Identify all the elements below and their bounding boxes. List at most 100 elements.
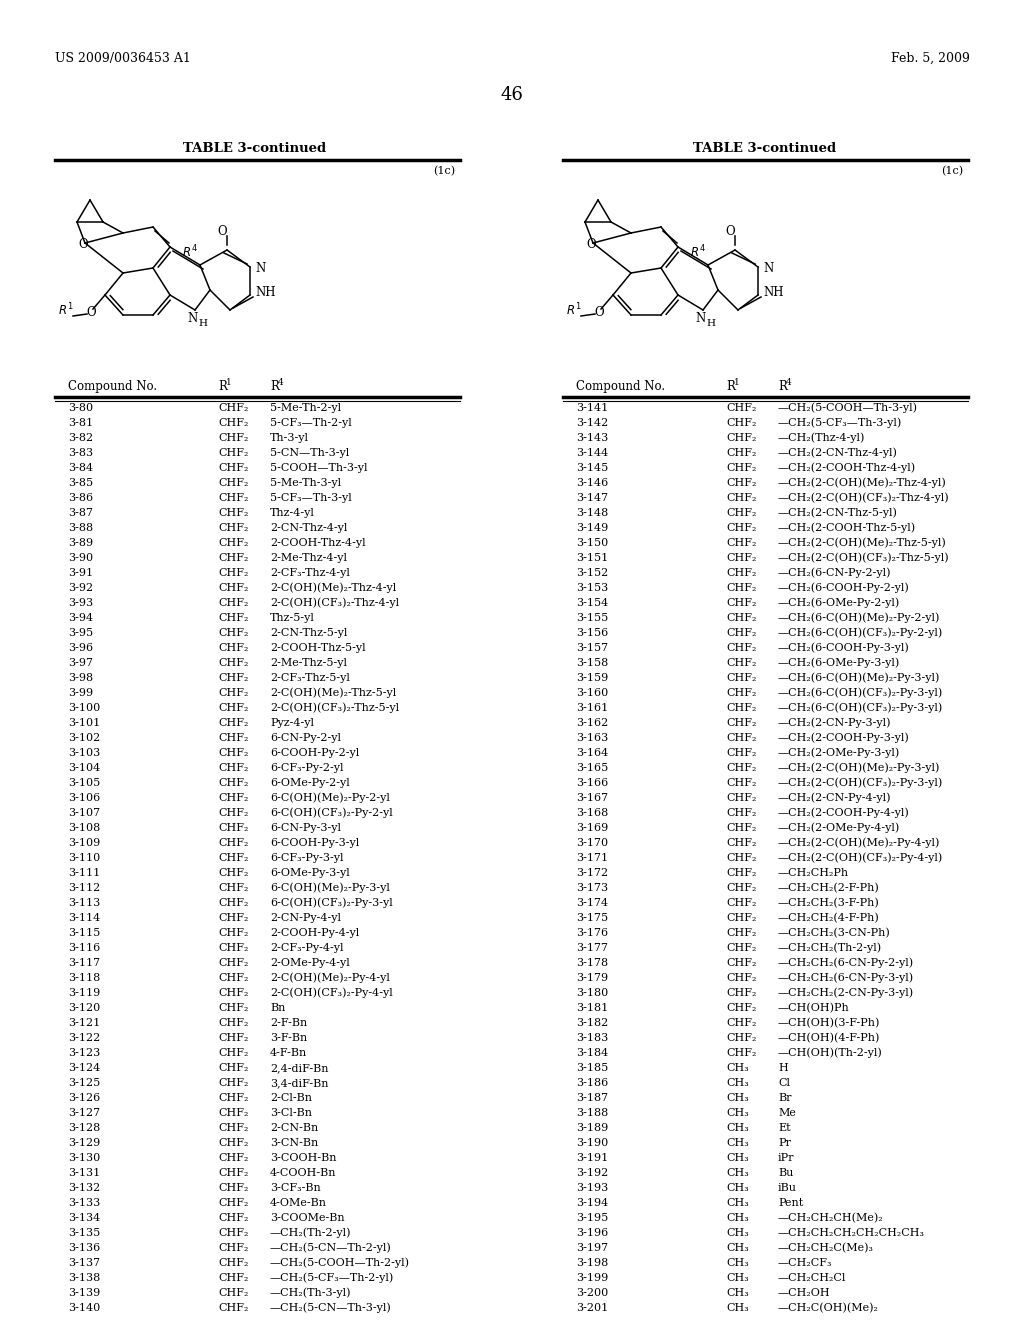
Text: —CH₂(6-C(OH)(Me)₂-Py-2-yl): —CH₂(6-C(OH)(Me)₂-Py-2-yl): [778, 612, 940, 623]
Text: CHF₂: CHF₂: [218, 1213, 249, 1224]
Text: —CH₂CH₂Ph: —CH₂CH₂Ph: [778, 869, 849, 878]
Text: CHF₂: CHF₂: [726, 1034, 757, 1043]
Text: CH₃: CH₃: [726, 1168, 749, 1177]
Text: CHF₂: CHF₂: [218, 688, 249, 698]
Text: 3-81: 3-81: [68, 418, 93, 428]
Text: 3-COOMe-Bn: 3-COOMe-Bn: [270, 1213, 345, 1224]
Text: 1: 1: [226, 378, 231, 387]
Text: 5-CF₃—Th-3-yl: 5-CF₃—Th-3-yl: [270, 492, 352, 503]
Text: 3-166: 3-166: [575, 777, 608, 788]
Text: 3-200: 3-200: [575, 1288, 608, 1298]
Text: CHF₂: CHF₂: [726, 553, 757, 564]
Text: CHF₂: CHF₂: [218, 838, 249, 847]
Text: 2,4-diF-Bn: 2,4-diF-Bn: [270, 1063, 329, 1073]
Text: 3-120: 3-120: [68, 1003, 100, 1012]
Text: 2-CN-Thz-4-yl: 2-CN-Thz-4-yl: [270, 523, 347, 533]
Text: 3-88: 3-88: [68, 523, 93, 533]
Text: —CH₂(6-COOH-Py-2-yl): —CH₂(6-COOH-Py-2-yl): [778, 582, 909, 593]
Text: 3-121: 3-121: [68, 1018, 100, 1028]
Text: US 2009/0036453 A1: US 2009/0036453 A1: [55, 51, 190, 65]
Text: CHF₂: CHF₂: [218, 1228, 249, 1238]
Text: —CH₂CH₂(3-CN-Ph): —CH₂CH₂(3-CN-Ph): [778, 928, 891, 939]
Text: CHF₂: CHF₂: [218, 612, 249, 623]
Text: 2-CF₃-Thz-4-yl: 2-CF₃-Thz-4-yl: [270, 568, 350, 578]
Text: 3-165: 3-165: [575, 763, 608, 774]
Text: CHF₂: CHF₂: [726, 643, 757, 653]
Text: CHF₂: CHF₂: [726, 704, 757, 713]
Text: 46: 46: [501, 86, 523, 104]
Text: —CH₂CH₂(3-F-Ph): —CH₂CH₂(3-F-Ph): [778, 898, 880, 908]
Text: CHF₂: CHF₂: [218, 553, 249, 564]
Text: —CH₂(2-COOH-Py-3-yl): —CH₂(2-COOH-Py-3-yl): [778, 733, 909, 743]
Text: CHF₂: CHF₂: [726, 793, 757, 803]
Text: Pyz-4-yl: Pyz-4-yl: [270, 718, 314, 729]
Text: 3-196: 3-196: [575, 1228, 608, 1238]
Text: $R^4$: $R^4$: [690, 243, 706, 260]
Text: 3-103: 3-103: [68, 748, 100, 758]
Text: 3-83: 3-83: [68, 447, 93, 458]
Text: 3-153: 3-153: [575, 583, 608, 593]
Text: CH₃: CH₃: [726, 1138, 749, 1148]
Text: CHF₂: CHF₂: [218, 1018, 249, 1028]
Text: 2-CF₃-Thz-5-yl: 2-CF₃-Thz-5-yl: [270, 673, 350, 682]
Text: —CH₂(2-C(OH)(Me)₂-Thz-5-yl): —CH₂(2-C(OH)(Me)₂-Thz-5-yl): [778, 537, 947, 548]
Text: CHF₂: CHF₂: [218, 1063, 249, 1073]
Text: CHF₂: CHF₂: [218, 598, 249, 609]
Text: 3-137: 3-137: [68, 1258, 100, 1269]
Text: 6-COOH-Py-3-yl: 6-COOH-Py-3-yl: [270, 838, 359, 847]
Text: 3-143: 3-143: [575, 433, 608, 444]
Text: 3-199: 3-199: [575, 1272, 608, 1283]
Text: —CH₂(2-C(OH)(Me)₂-Thz-4-yl): —CH₂(2-C(OH)(Me)₂-Thz-4-yl): [778, 478, 947, 488]
Text: 6-CN-Py-2-yl: 6-CN-Py-2-yl: [270, 733, 341, 743]
Text: 3-CF₃-Bn: 3-CF₃-Bn: [270, 1183, 321, 1193]
Text: CHF₂: CHF₂: [726, 973, 757, 983]
Text: 3-149: 3-149: [575, 523, 608, 533]
Text: 3-142: 3-142: [575, 418, 608, 428]
Text: 3-CN-Bn: 3-CN-Bn: [270, 1138, 318, 1148]
Text: —CH₂CH₂CH(Me)₂: —CH₂CH₂CH(Me)₂: [778, 1213, 884, 1224]
Text: CHF₂: CHF₂: [218, 883, 249, 894]
Text: CHF₂: CHF₂: [218, 1168, 249, 1177]
Text: CHF₂: CHF₂: [218, 643, 249, 653]
Text: —CH₂(6-C(OH)(CF₃)₂-Py-3-yl): —CH₂(6-C(OH)(CF₃)₂-Py-3-yl): [778, 688, 943, 698]
Text: O: O: [78, 238, 88, 251]
Text: 3-139: 3-139: [68, 1288, 100, 1298]
Text: CHF₂: CHF₂: [726, 718, 757, 729]
Text: 3-156: 3-156: [575, 628, 608, 638]
Text: CHF₂: CHF₂: [218, 403, 249, 413]
Text: —CH₂(6-C(OH)(CF₃)₂-Py-2-yl): —CH₂(6-C(OH)(CF₃)₂-Py-2-yl): [778, 627, 943, 638]
Text: CHF₂: CHF₂: [726, 883, 757, 894]
Text: 3-110: 3-110: [68, 853, 100, 863]
Text: $R^4$: $R^4$: [182, 243, 198, 260]
Text: CHF₂: CHF₂: [726, 942, 757, 953]
Text: 3-184: 3-184: [575, 1048, 608, 1059]
Text: CHF₂: CHF₂: [218, 1288, 249, 1298]
Text: Pent: Pent: [778, 1199, 803, 1208]
Text: 3-201: 3-201: [575, 1303, 608, 1313]
Text: 3-106: 3-106: [68, 793, 100, 803]
Text: CHF₂: CHF₂: [218, 718, 249, 729]
Text: Thz-4-yl: Thz-4-yl: [270, 508, 314, 517]
Text: —CH₂(6-CN-Py-2-yl): —CH₂(6-CN-Py-2-yl): [778, 568, 892, 578]
Text: —CH(OH)(4-F-Ph): —CH(OH)(4-F-Ph): [778, 1032, 881, 1043]
Text: CHF₂: CHF₂: [726, 539, 757, 548]
Text: Bu: Bu: [778, 1168, 794, 1177]
Text: 3-100: 3-100: [68, 704, 100, 713]
Text: CHF₂: CHF₂: [218, 1199, 249, 1208]
Text: iPr: iPr: [778, 1152, 795, 1163]
Text: 3-114: 3-114: [68, 913, 100, 923]
Text: $R^1$: $R^1$: [566, 301, 582, 318]
Text: CHF₂: CHF₂: [726, 1003, 757, 1012]
Text: 3-194: 3-194: [575, 1199, 608, 1208]
Text: 3-169: 3-169: [575, 822, 608, 833]
Text: CHF₂: CHF₂: [218, 793, 249, 803]
Text: 3-111: 3-111: [68, 869, 100, 878]
Text: —CH₂(2-OMe-Py-4-yl): —CH₂(2-OMe-Py-4-yl): [778, 822, 900, 833]
Text: CHF₂: CHF₂: [218, 1243, 249, 1253]
Text: 6-OMe-Py-3-yl: 6-OMe-Py-3-yl: [270, 869, 350, 878]
Text: CHF₂: CHF₂: [218, 763, 249, 774]
Text: N: N: [187, 312, 198, 325]
Text: Et: Et: [778, 1123, 791, 1133]
Text: 3-102: 3-102: [68, 733, 100, 743]
Text: CH₃: CH₃: [726, 1107, 749, 1118]
